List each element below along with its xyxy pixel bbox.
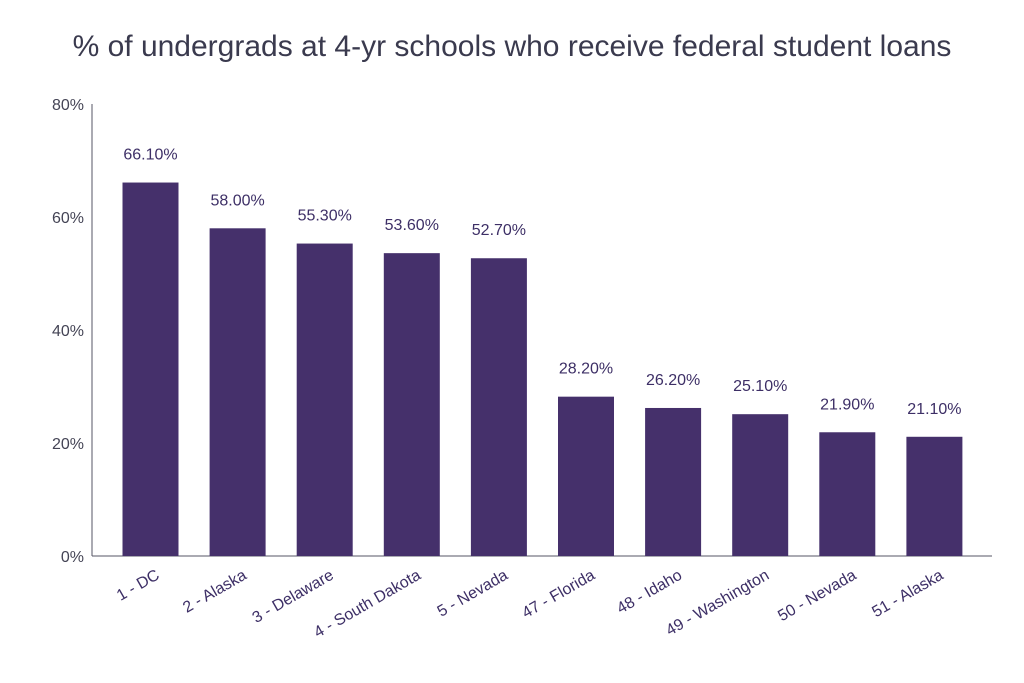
y-tick-label: 60%: [52, 210, 84, 227]
x-tick-label: 48 - Idaho: [614, 567, 685, 618]
bar: [209, 228, 266, 557]
y-tick-label: 0%: [61, 549, 84, 566]
data-label: 25.10%: [733, 378, 787, 395]
x-tick-label: 51 - Alaska: [869, 567, 946, 621]
data-label: 66.10%: [123, 147, 177, 164]
y-tick-label: 40%: [52, 323, 84, 340]
bar: [383, 253, 440, 556]
x-tick-label: 5 - Nevada: [435, 567, 511, 621]
bar: [906, 436, 963, 556]
data-label: 28.20%: [559, 361, 613, 378]
x-tick-label: 50 - Nevada: [775, 567, 859, 625]
data-label: 52.70%: [472, 222, 526, 239]
data-label: 26.20%: [646, 372, 700, 389]
chart-title: % of undergrads at 4-yr schools who rece…: [72, 30, 952, 63]
bar: [819, 432, 876, 556]
bar: [470, 258, 527, 556]
data-label: 21.10%: [907, 401, 961, 418]
x-tick-label: 2 - Alaska: [180, 567, 249, 617]
x-tick-label: 47 - Florida: [519, 567, 598, 622]
x-tick-label: 1 - DC: [114, 567, 163, 605]
y-tick-label: 80%: [52, 97, 84, 114]
bar: [645, 407, 702, 556]
x-tick-label: 3 - Delaware: [250, 567, 337, 627]
data-label: 53.60%: [385, 217, 439, 234]
bar: [122, 182, 179, 556]
bar: [732, 414, 789, 556]
data-label: 55.30%: [298, 208, 352, 225]
data-label: 21.90%: [820, 396, 874, 413]
bar: [296, 243, 353, 556]
data-label: 58.00%: [210, 192, 264, 209]
y-tick-label: 20%: [52, 436, 84, 453]
bar: [558, 396, 614, 556]
